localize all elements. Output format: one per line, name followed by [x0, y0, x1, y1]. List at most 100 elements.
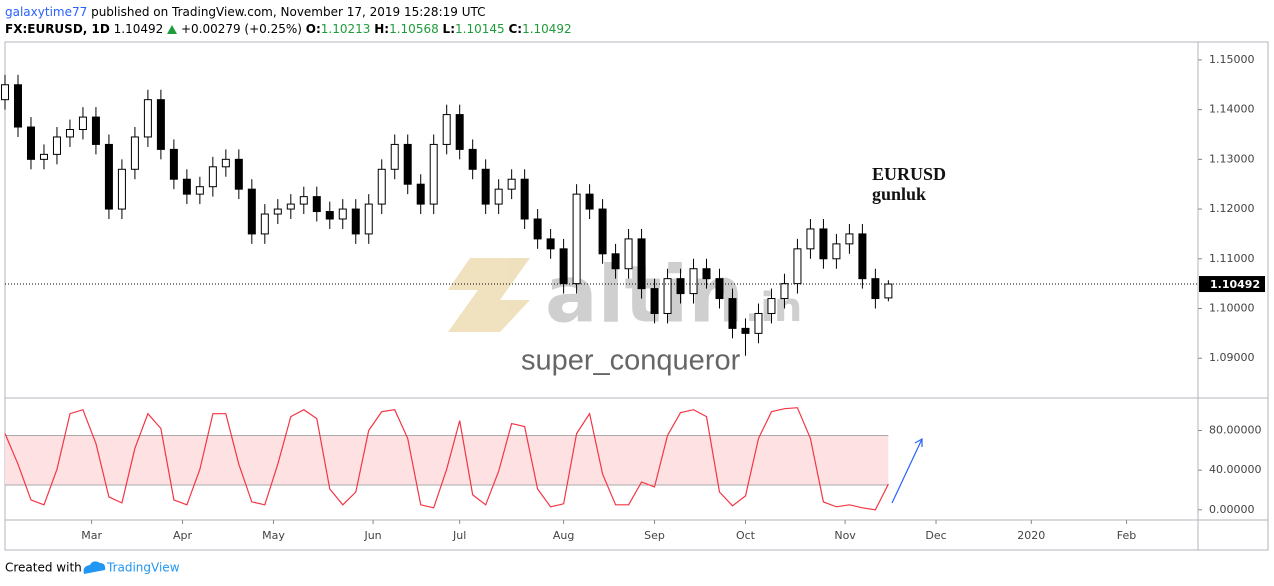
x-tick-label: Mar [81, 529, 102, 542]
candles [1, 74, 893, 356]
x-tick-label: Nov [834, 529, 856, 542]
footer-text: Created with [5, 561, 82, 575]
candle-body [585, 193, 594, 210]
y-tick-label: 40.00000 [1209, 463, 1262, 476]
candle-body [260, 213, 269, 235]
candle-body [221, 158, 230, 168]
x-tick-label: 2020 [1017, 529, 1045, 542]
candle-body [533, 218, 542, 240]
candle-body [78, 116, 87, 131]
candle-body [871, 278, 880, 300]
candle-body [845, 233, 854, 245]
x-tick-label: Jul [452, 529, 466, 542]
x-tick-label: Apr [173, 529, 193, 542]
y-tick-label: 80.00000 [1209, 424, 1262, 437]
open-label: O: [305, 22, 321, 36]
candle-body [689, 268, 698, 295]
candle-body [26, 126, 35, 160]
close-value: 1.10492 [522, 22, 572, 36]
candle-body [819, 228, 828, 260]
candle-body [156, 99, 165, 150]
candle-body [416, 183, 425, 205]
candle-body [13, 84, 22, 128]
line [4, 407, 889, 511]
x-tick-label: Oct [736, 529, 756, 542]
candle-body [624, 238, 633, 270]
open-value: 1.10213 [320, 22, 371, 36]
candle-body [195, 186, 204, 195]
x-tick-label: Aug [553, 529, 574, 542]
candle-body [780, 283, 789, 300]
high-value: 1.10568 [389, 22, 439, 36]
last-price: 1.10492 [113, 22, 164, 36]
candle-body [286, 203, 295, 210]
watermark-logo [448, 258, 530, 332]
y-tick-label: 1.13000 [1209, 152, 1255, 165]
candle-body [793, 248, 802, 285]
candle-body [91, 116, 100, 145]
y-tick-label: 1.09000 [1209, 351, 1255, 364]
y-tick-label: 1.15000 [1209, 53, 1255, 66]
candle-body [598, 208, 607, 255]
y-tick-label: 1.10000 [1209, 302, 1255, 315]
candle-body [715, 278, 724, 300]
y-tick-label: 0.00000 [1209, 503, 1255, 516]
footer-logo [83, 561, 106, 574]
candle-body [663, 278, 672, 314]
candle-body [559, 248, 568, 285]
candle-body [455, 114, 464, 150]
candle-body [858, 233, 867, 280]
candle-body [429, 143, 438, 205]
last-price-label: 1.10492 [1210, 278, 1260, 291]
candle-body [832, 243, 841, 260]
candle-body [234, 158, 243, 190]
published: published on TradingView.com, November 1… [91, 5, 486, 19]
candle-body [572, 193, 581, 285]
author[interactable]: galaxytime77 [5, 5, 88, 19]
candle-body [676, 278, 685, 295]
last-price-tag [1199, 276, 1265, 293]
candle-body [104, 143, 113, 210]
candle-body [754, 312, 763, 334]
candle-body [364, 203, 373, 235]
x-tick-label: Jun [363, 529, 381, 542]
watermark-user: super_conqueror [521, 345, 741, 377]
candle-body [481, 168, 490, 205]
candle-body [728, 298, 737, 329]
candle-body [312, 196, 321, 213]
candle-body [169, 148, 178, 180]
annotation: gunluk [872, 184, 926, 204]
low-value: 1.10145 [455, 22, 505, 36]
footer-brand[interactable]: TradingView [106, 561, 180, 575]
frame [4, 41, 1269, 551]
candle-body [611, 253, 620, 270]
candle-body [1, 84, 9, 101]
y-tick-label: 1.12000 [1209, 202, 1255, 215]
x-tick-label: Dec [925, 529, 946, 542]
candle-body [182, 178, 191, 195]
candle-body [806, 228, 815, 250]
candle-body [884, 283, 893, 299]
candle-body [377, 168, 386, 205]
candle-body [442, 114, 451, 145]
publish-line: galaxytime77 published on TradingView.co… [5, 5, 485, 19]
candle-body [208, 166, 217, 188]
close-label: C: [508, 22, 523, 36]
x-tick-label: Feb [1117, 529, 1136, 542]
candle-body [143, 99, 152, 138]
candle-body [507, 178, 516, 190]
candle-body [52, 136, 61, 155]
high-label: H: [374, 22, 390, 36]
change: +0.00279 (+0.25%) [180, 22, 302, 36]
drawn-arrow [891, 437, 923, 504]
candle-body [702, 268, 711, 280]
candle-body [546, 238, 555, 250]
candle-body [494, 188, 503, 205]
candle-body [403, 143, 412, 185]
candle-body [39, 153, 48, 160]
candle-body [325, 211, 334, 220]
candle-body [741, 327, 750, 334]
candle-body [520, 178, 529, 220]
